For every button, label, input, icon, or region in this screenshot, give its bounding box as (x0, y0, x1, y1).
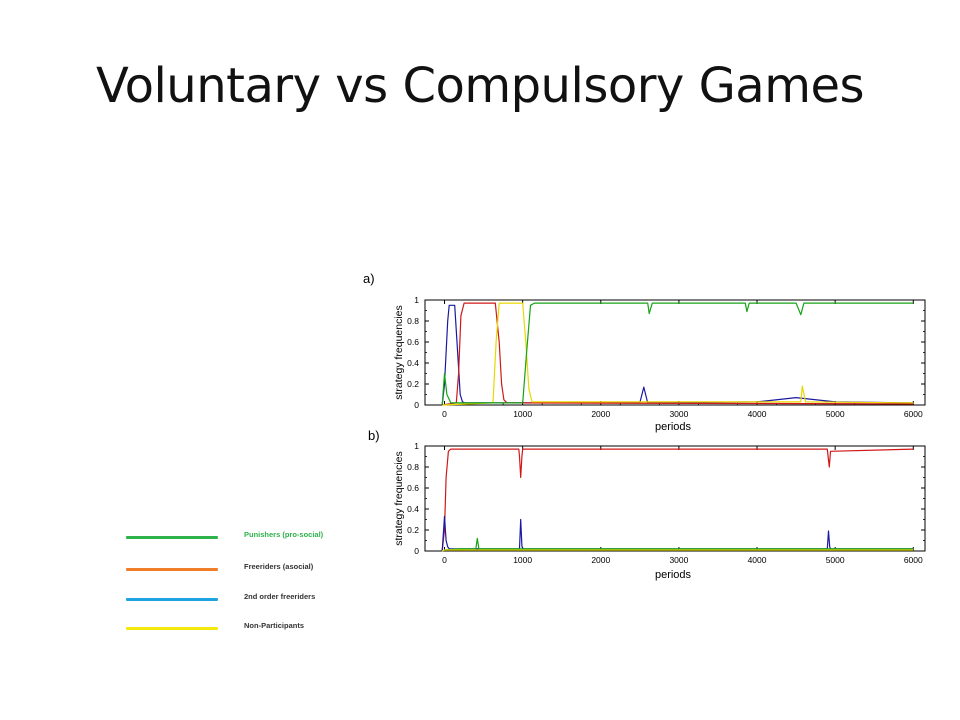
legend-item-punishers: Punishers (pro-social) (126, 530, 366, 546)
slide-title: Voluntary vs Compulsory Games (95, 58, 865, 114)
legend-swatch-punishers (126, 536, 218, 539)
panel-a-series-line (442, 302, 914, 406)
panel-a-xtick-label: 4000 (748, 409, 767, 419)
panel-b-xtick-label: 6000 (904, 555, 923, 565)
panel-b-ytick-label: 1 (414, 441, 419, 451)
legend-item-freeriders: Freeriders (asocial) (126, 562, 366, 578)
panel-b-xtick-label: 1000 (513, 555, 532, 565)
panel-a-ytick-label: 0 (414, 400, 419, 410)
legend-swatch-non-participants (126, 627, 218, 630)
panel-b-y-axis-label: strategy frequencies (393, 451, 405, 546)
panel-a-ytick-label: 0.2 (407, 379, 419, 389)
legend-swatch-freeriders (126, 568, 218, 571)
panel-b-ytick-label: 0.4 (407, 504, 419, 514)
panel-b-plot-frame (424, 445, 926, 552)
legend-label-punishers: Punishers (pro-social) (244, 530, 324, 539)
panel-b-xtick-label: 3000 (669, 555, 688, 565)
panel-a-series-line (441, 304, 914, 406)
legend-item-non-participants: Non-Participants (126, 621, 366, 637)
panel-a-ytick-label: 1 (414, 295, 419, 305)
panel-a-xtick-label: 0 (442, 409, 447, 419)
panel-b-label: b) (368, 428, 380, 443)
panel-b-ytick-label: 0 (414, 546, 419, 556)
panel-b-xtick-label: 4000 (748, 555, 767, 565)
panel-a-ytick-label: 0.6 (407, 337, 419, 347)
panel-a-series-line (442, 302, 914, 406)
legend-swatch-2nd-order-freeriders (126, 598, 218, 601)
panel-a-ytick-label: 0.4 (407, 358, 419, 368)
legend-label-non-participants: Non-Participants (244, 621, 305, 630)
panel-b-ytick-label: 0.2 (407, 525, 419, 535)
panel-b-ytick-label: 0.8 (407, 462, 419, 472)
legend-label-2nd-order-freeriders: 2nd order freeriders (244, 592, 316, 601)
panel-b-x-axis-label: periods (655, 569, 692, 581)
legend: Punishers (pro-social) Freeriders (asoci… (126, 526, 366, 646)
panel-b-ytick-label: 0.6 (407, 483, 419, 493)
panel-a-xtick-label: 6000 (904, 409, 923, 419)
panel-b-series-line (441, 448, 914, 552)
panel-a-ytick-label: 0.8 (407, 316, 419, 326)
panel-a-xtick-label: 1000 (513, 409, 532, 419)
panel-a-xtick-label: 5000 (826, 409, 845, 419)
panel-b-series-line (441, 549, 914, 552)
panel-a-y-axis-label: strategy frequencies (393, 305, 405, 400)
panel-b-xtick-label: 0 (442, 555, 447, 565)
legend-item-2nd-order-freeriders: 2nd order freeriders (126, 592, 366, 608)
panel-b-xtick-label: 5000 (826, 555, 845, 565)
panel-a-label: a) (363, 271, 375, 286)
panel-b-xtick-label: 2000 (591, 555, 610, 565)
panel-a-series-line (441, 302, 914, 406)
panel-a-xtick-label: 3000 (669, 409, 688, 419)
panel-b-series-line (441, 537, 914, 552)
panel-a-xtick-label: 2000 (591, 409, 610, 419)
panel-b-series-line (441, 515, 914, 552)
panel-a-x-axis-label: periods (655, 421, 692, 433)
legend-label-freeriders: Freeriders (asocial) (244, 562, 314, 571)
